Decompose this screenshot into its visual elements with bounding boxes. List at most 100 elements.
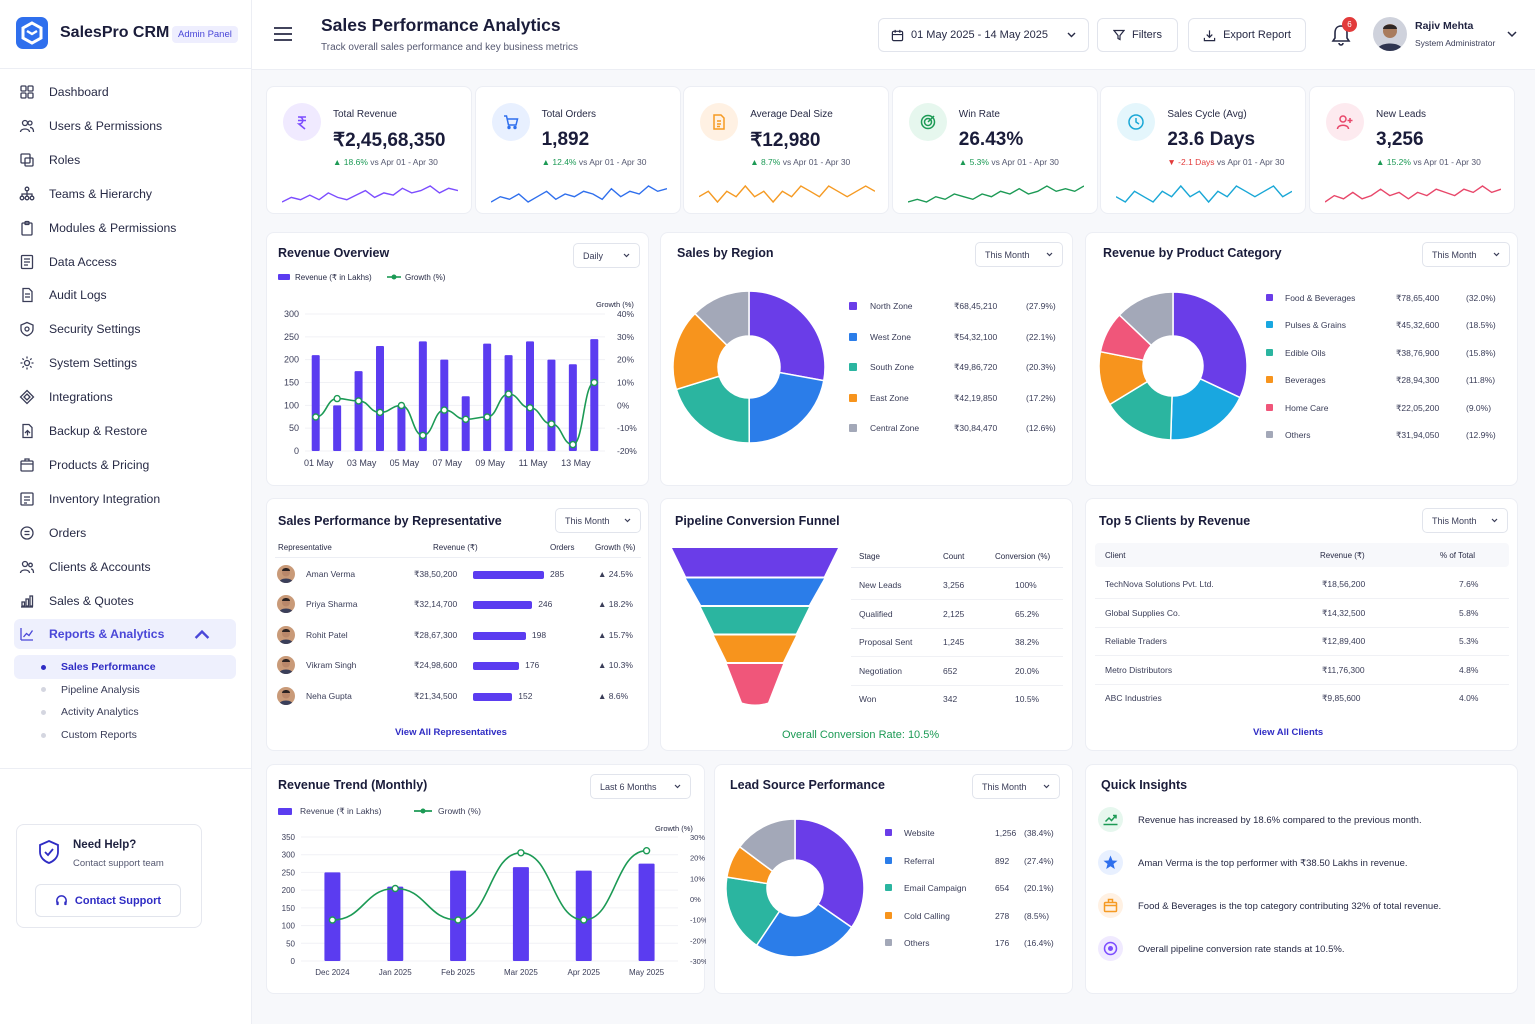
table-row[interactable]: ABC Industries ₹9,85,600 4.0% xyxy=(1095,693,1509,707)
kpi-period: vs Apr 01 - Apr 30 xyxy=(1413,157,1481,167)
menu-icon[interactable] xyxy=(274,27,292,41)
kpi-period: vs Apr 01 - Apr 30 xyxy=(1216,157,1285,167)
nav-item-clients-accounts[interactable]: Clients & Accounts xyxy=(14,552,236,582)
kpi-value: 26.43% xyxy=(958,129,1024,150)
legend-swatch xyxy=(1266,294,1273,301)
donut-slice xyxy=(748,290,826,382)
filters-button[interactable]: Filters xyxy=(1097,18,1178,52)
legend-label: Others xyxy=(904,938,930,949)
card-title: Lead Source Performance xyxy=(730,778,885,792)
kpi-card-win-rate[interactable]: Win Rate 26.43% ▲ 5.3% vs Apr 01 - Apr 30 xyxy=(891,86,1098,214)
table-row[interactable]: Metro Distributors ₹11,76,300 4.8% xyxy=(1095,665,1509,679)
sales-by-region-card: Sales by Region This Month North Zone ₹68… xyxy=(660,232,1073,486)
table-row[interactable]: Neha Gupta ₹21,34,500 152 ▲ 8.6% xyxy=(267,686,650,707)
nav-item-label: System Settings xyxy=(49,356,138,371)
nav-item-teams-hierarchy[interactable]: Teams & Hierarchy xyxy=(14,179,236,209)
kpi-label: Sales Cycle (Avg) xyxy=(1167,109,1247,120)
table-row[interactable]: Vikram Singh ₹24,98,600 176 ▲ 10.3% xyxy=(267,656,650,676)
sparkline-path xyxy=(907,185,1084,203)
kpi-card-average-deal-size[interactable]: Average Deal Size ₹12,980 ▲ 8.7% vs Apr 01… xyxy=(683,86,890,214)
donut-slice xyxy=(1172,291,1248,399)
table-row[interactable]: TechNova Solutions Pvt. Ltd. ₹18,56,200 7.… xyxy=(1095,579,1509,593)
user-avatar[interactable] xyxy=(1373,17,1407,51)
kpi-card-new-leads[interactable]: New Leads 3,256 ▲ 15.2% vs Apr 01 - Apr 30 xyxy=(1309,86,1515,214)
legend-label: Email Campaign xyxy=(904,883,967,894)
nav-item-products-pricing[interactable]: Products & Pricing xyxy=(14,450,236,480)
subnav-item-custom-reports[interactable]: Custom Reports xyxy=(14,723,236,747)
client-percent: 5.8% xyxy=(1459,607,1479,618)
divider xyxy=(1095,683,1509,685)
kpi-card-total-revenue[interactable]: Total Revenue ₹2,45,68,350 ▲ 18.6% vs Apr … xyxy=(266,86,472,214)
table-row[interactable]: Reliable Traders ₹12,89,400 5.3% xyxy=(1095,636,1509,650)
table-row[interactable]: Priya Sharma ₹32,14,700 246 ▲ 18.2% xyxy=(267,595,650,615)
nav-item-modules-permissions[interactable]: Modules & Permissions xyxy=(14,213,236,243)
subnav-item-sales-performance[interactable]: Sales Performance xyxy=(14,655,236,679)
subnav-item-activity-analytics[interactable]: Activity Analytics xyxy=(14,700,236,724)
nav-item-dashboard[interactable]: Dashboard xyxy=(14,77,236,107)
date-range-label: 01 May 2025 - 14 May 2025 xyxy=(911,29,1048,41)
user-menu-chevron-icon[interactable] xyxy=(1507,31,1517,38)
nav-item-data-access[interactable]: Data Access xyxy=(14,247,236,277)
export-report-button[interactable]: Export Report xyxy=(1188,18,1306,52)
period-select[interactable]: This Month xyxy=(1422,508,1508,533)
clipboard-icon xyxy=(21,220,33,236)
select-value: This Month xyxy=(565,515,610,526)
kpi-card-sales-cycle-avg-[interactable]: Sales Cycle (Avg) 23.6 Days ▼ -2.1 Days vs… xyxy=(1100,86,1307,214)
y-tick-label: 350 xyxy=(282,833,296,842)
period-select[interactable]: Last 6 Months xyxy=(590,774,691,799)
nav-item-security-settings[interactable]: Security Settings xyxy=(14,314,236,344)
legend-label: Referral xyxy=(904,855,935,866)
kpi-card-total-orders[interactable]: Total Orders 1,892 ▲ 12.4% vs Apr 01 - Apr… xyxy=(474,86,681,214)
kpi-icon-wrap xyxy=(700,103,739,141)
nav-item-orders[interactable]: Orders xyxy=(14,518,236,548)
table-row[interactable]: Global Supplies Co. ₹14,32,500 5.8% xyxy=(1095,608,1509,622)
chart-up-icon xyxy=(1103,814,1118,826)
subnav-item-label: Sales Performance xyxy=(61,661,156,673)
brand-logo[interactable] xyxy=(16,17,48,49)
table-row[interactable]: Rohit Patel ₹28,67,300 198 ▲ 15.7% xyxy=(267,625,650,646)
sales-by-representative-card: Sales Performance by Representative This… xyxy=(266,498,649,751)
bullet-icon xyxy=(41,709,46,715)
nav-item-reports-analytics[interactable]: Reports & Analytics xyxy=(14,619,236,650)
date-range-picker[interactable]: 01 May 2025 - 14 May 2025 xyxy=(878,18,1089,52)
growth-point xyxy=(328,916,337,924)
period-select[interactable]: This Month xyxy=(975,242,1063,267)
subnav-item-pipeline-analysis[interactable]: Pipeline Analysis xyxy=(14,678,236,702)
period-select[interactable]: Daily xyxy=(573,243,640,268)
brand-name: SalesPro CRM xyxy=(60,24,170,41)
nav-item-inventory-integration[interactable]: Inventory Integration xyxy=(14,484,236,514)
view-all-representatives-link[interactable]: View All Representatives xyxy=(395,727,507,738)
avatar xyxy=(277,565,295,583)
rep-growth-value: 15.7% xyxy=(608,629,633,640)
nav-item-roles[interactable]: Roles xyxy=(14,145,236,175)
nav-item-system-settings[interactable]: System Settings xyxy=(14,348,236,378)
growth-point xyxy=(419,431,427,440)
growth-point xyxy=(504,390,513,398)
nav-item-backup-restore[interactable]: Backup & Restore xyxy=(14,416,236,446)
view-all-clients-link[interactable]: View All Clients xyxy=(1253,727,1324,738)
y-tick-label: 100 xyxy=(284,400,299,410)
kpi-icon-wrap xyxy=(908,103,947,141)
period-select[interactable]: This Month xyxy=(555,508,641,533)
client-revenue: ₹9,85,600 xyxy=(1322,693,1361,704)
column-header-count: Count xyxy=(943,552,965,561)
nav-item-users-permissions[interactable]: Users & Permissions xyxy=(14,111,236,141)
nav-item-sales-quotes[interactable]: Sales & Quotes xyxy=(14,586,236,616)
kpi-delta-value: -2.1 Days xyxy=(1178,157,1215,167)
contact-support-button[interactable]: Contact Support xyxy=(35,884,181,917)
table-row[interactable]: Aman Verma ₹38,50,200 285 ▲ 24.5% xyxy=(267,565,650,585)
nav-item-audit-logs[interactable]: Audit Logs xyxy=(14,280,236,310)
period-select[interactable]: This Month xyxy=(972,774,1060,799)
legend-count: 892 xyxy=(995,855,1010,866)
y-tick-label: 200 xyxy=(284,355,299,365)
target-icon xyxy=(920,114,936,130)
notifications-button[interactable]: 6 xyxy=(1331,17,1357,46)
legend-amount: ₹68,45,210 xyxy=(954,301,998,311)
period-select[interactable]: This Month xyxy=(1422,242,1510,267)
nav-item-integrations[interactable]: Integrations xyxy=(14,382,236,412)
client-percent: 5.3% xyxy=(1459,636,1479,647)
rep-revenue: ₹28,67,300 xyxy=(414,629,458,640)
kpi-label: New Leads xyxy=(1376,109,1427,120)
legend-percent: (27.9%) xyxy=(1026,301,1056,311)
funnel-stage-count: 1,245 xyxy=(943,637,965,647)
